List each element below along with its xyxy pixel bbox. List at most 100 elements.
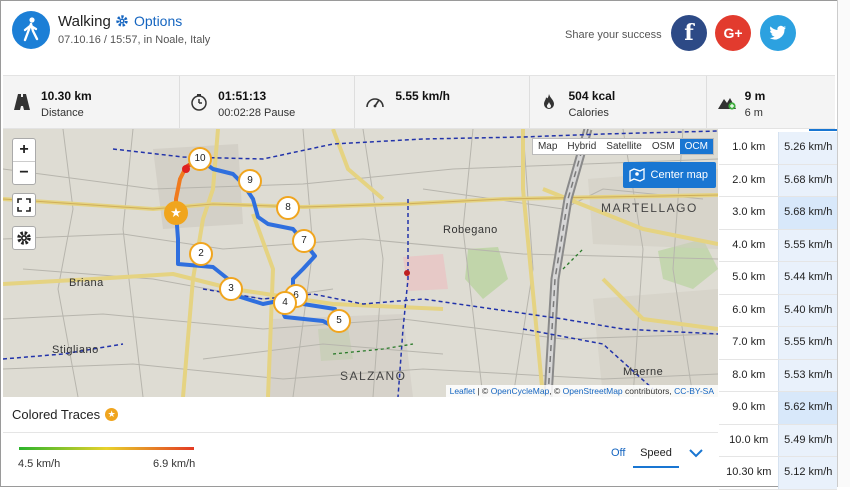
stat-value: 504 kcal <box>568 89 616 103</box>
flame-icon <box>544 94 555 109</box>
map-attribution: Leaflet | © OpenCycleMap, © OpenStreetMa… <box>445 385 718 397</box>
center-map-label: Center map <box>650 169 708 181</box>
twitter-share-button[interactable] <box>760 15 796 51</box>
split-km: 3.0 km <box>732 206 766 218</box>
traces-off-button[interactable]: Off <box>611 447 626 459</box>
split-row: 2.0 km 5.68 km/h <box>719 164 837 197</box>
layer-satellite-button[interactable]: Satellite <box>606 141 642 152</box>
km-marker[interactable]: 9 <box>238 169 262 193</box>
layer-map-button[interactable]: Map <box>537 141 558 152</box>
facebook-share-button[interactable]: f <box>671 15 707 51</box>
twitter-icon <box>769 25 786 40</box>
km-marker[interactable]: 10 <box>188 147 212 171</box>
activity-date-location: 07.10.16 / 15:57, in Noale, Italy <box>58 34 211 46</box>
google-plus-icon: G+ <box>723 25 743 41</box>
split-km: 2.0 km <box>732 173 766 186</box>
start-marker[interactable]: ★ <box>164 201 188 225</box>
split-speed: 5.68 km/h <box>778 197 837 229</box>
traces-metric-select[interactable]: Speed <box>633 442 679 468</box>
fullscreen-icon <box>17 198 31 212</box>
town-label: Maerne <box>623 366 664 378</box>
speedometer-icon <box>366 98 385 108</box>
gradient-max-label: 6.9 km/h <box>153 458 196 470</box>
split-speed: 5.44 km/h <box>778 262 837 294</box>
split-speed: 5.55 km/h <box>778 229 837 261</box>
gradient-min-label: 4.5 km/h <box>18 458 61 470</box>
attribution-text: contributors, <box>622 386 675 396</box>
split-speed: 5.40 km/h <box>778 294 837 326</box>
stat-value: 10.30 km <box>41 89 92 103</box>
layer-switcher: Map Hybrid Satellite OSM OCM <box>531 138 714 155</box>
divider <box>3 432 718 433</box>
split-speed: 5.49 km/h <box>778 424 837 456</box>
attribution-text: , © <box>549 386 563 396</box>
zoom-control: + − <box>12 138 36 185</box>
map-tiles <box>3 129 718 397</box>
split-row: 10.30 km 5.12 km/h <box>719 457 837 490</box>
km-marker[interactable]: 8 <box>276 196 300 220</box>
options-label: Options <box>134 13 183 29</box>
center-map-button[interactable]: Center map <box>622 162 716 188</box>
split-km: 10.30 km <box>726 466 772 478</box>
zoom-in-button[interactable]: + <box>19 141 29 158</box>
elevation-icon <box>717 98 736 110</box>
km-marker[interactable]: 7 <box>292 229 316 253</box>
split-row: 1.0 km 5.26 km/h <box>719 132 837 165</box>
stat-value: 5.55 km/h <box>395 89 451 103</box>
split-speed: 5.68 km/h <box>778 164 837 196</box>
map-icon <box>628 168 645 182</box>
split-row: 10.0 km 5.49 km/h <box>719 424 837 457</box>
activity-header: Walking Options 07.10.16 / 15:57, in Noa… <box>3 3 835 63</box>
zoom-out-button[interactable]: − <box>13 161 35 184</box>
split-row: 3.0 km 5.68 km/h <box>719 197 837 230</box>
map-settings-button[interactable] <box>12 226 36 250</box>
fullscreen-button[interactable] <box>12 193 36 217</box>
stat-label: 6 m <box>744 107 763 119</box>
split-km: 9.0 km <box>732 401 766 413</box>
window-scrollbar[interactable] <box>837 0 850 487</box>
share-label: Share your success <box>565 29 662 41</box>
route-map[interactable]: Briana Stigliano Robegano MARTELLAGO SAL… <box>3 129 718 397</box>
km-marker[interactable]: 5 <box>327 309 351 333</box>
activity-title: Walking <box>58 13 111 30</box>
stat-distance: 10.30 km Distance <box>3 76 181 128</box>
options-button[interactable]: Options <box>115 13 182 29</box>
colored-traces-heading: Colored Traces ★ <box>12 407 119 422</box>
walking-icon <box>12 11 50 49</box>
license-link[interactable]: CC-BY-SA <box>674 386 714 396</box>
speed-gradient-legend <box>19 447 194 450</box>
town-label: Stigliano <box>52 344 99 356</box>
leaflet-link[interactable]: Leaflet <box>449 386 476 396</box>
split-km: 4.0 km <box>732 238 766 251</box>
town-label: MARTELLAGO <box>601 201 698 215</box>
layer-ocm-button[interactable]: OCM <box>679 139 713 154</box>
chevron-down-icon[interactable] <box>688 445 704 461</box>
layer-osm-button[interactable]: OSM <box>651 141 675 152</box>
stat-value: 01:51:13 <box>218 89 267 103</box>
stat-label: Calories <box>568 107 609 119</box>
km-marker[interactable]: 3 <box>219 277 243 301</box>
clock-icon <box>191 94 207 111</box>
openstreetmap-link[interactable]: OpenStreetMap <box>562 386 623 396</box>
google-plus-share-button[interactable]: G+ <box>715 15 751 51</box>
colored-traces-title: Colored Traces <box>12 407 101 422</box>
split-speed: 5.62 km/h <box>778 392 837 424</box>
town-label: Briana <box>69 277 104 289</box>
premium-star-icon: ★ <box>105 408 119 421</box>
opencyclemap-link[interactable]: OpenCycleMap <box>490 386 550 396</box>
split-speed: 5.26 km/h <box>778 132 837 164</box>
stat-duration: 01:51:13 00:02:28 Pause <box>180 76 356 128</box>
stats-bar: 10.30 km Distance 01:51:13 00:02:28 Paus… <box>3 75 835 129</box>
km-marker[interactable]: 2 <box>189 242 213 266</box>
stat-speed: 5.55 km/h <box>355 76 531 128</box>
km-marker[interactable]: 4 <box>273 291 297 315</box>
split-km: 8.0 km <box>732 368 766 381</box>
split-table: 1.0 km 5.26 km/h 2.0 km 5.68 km/h 3.0 km 5.… <box>719 132 837 490</box>
town-label: Robegano <box>443 224 498 236</box>
stat-elevation: 9 m 6 m <box>707 76 835 128</box>
gear-icon <box>17 231 31 245</box>
stat-label: Distance <box>41 107 84 119</box>
split-column-indicator <box>809 129 837 131</box>
split-km: 7.0 km <box>732 336 766 348</box>
layer-hybrid-button[interactable]: Hybrid <box>567 141 597 152</box>
